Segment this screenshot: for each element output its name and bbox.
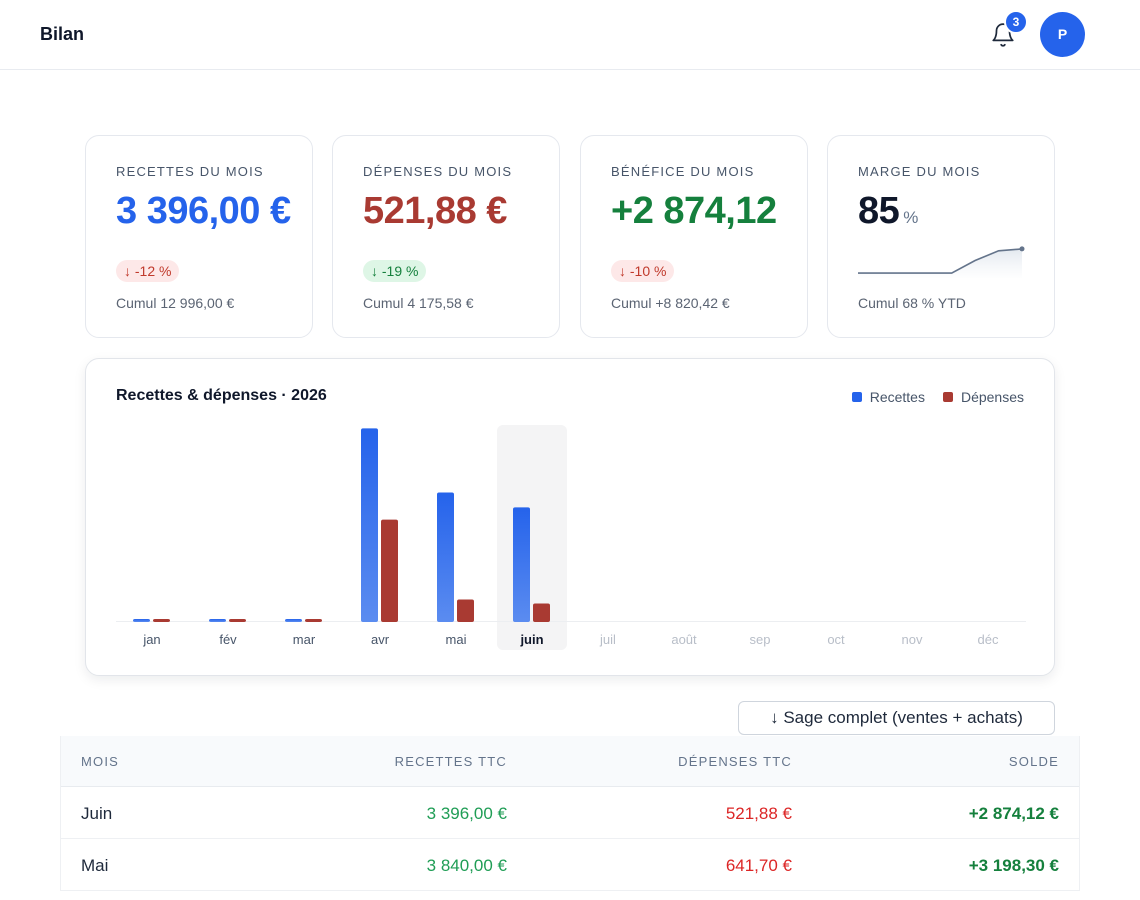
table-row[interactable]: Juin 3 396,00 € 521,88 € +2 874,12 € [61, 787, 1079, 839]
kpi-footer: Cumul +8 820,42 € [611, 295, 730, 311]
x-tick-label: sep [750, 632, 771, 647]
x-tick-label: fév [219, 632, 237, 647]
cell-depenses: 641,70 € [725, 856, 792, 875]
column-header-recettes: RECETTES TTC [394, 754, 507, 769]
kpi-trend-badge: ↓ -19 % [363, 260, 427, 282]
sparkline-area [858, 248, 1022, 278]
table-header: MOIS RECETTES TTC DÉPENSES TTC SOLDE [61, 736, 1079, 787]
chart-legend: Recettes Dépenses [851, 389, 1024, 405]
x-tick-label: oct [827, 632, 845, 647]
kpi-card-benefice: BÉNÉFICE DU MOIS +2 874,12 ↓ -10 % Cumul… [580, 135, 808, 338]
legend-label: Dépenses [960, 389, 1024, 405]
x-tick-label: mar [293, 632, 316, 647]
bar-recettes-mar [285, 618, 302, 622]
bar-depenses-mai [457, 599, 474, 622]
chart-title: Recettes & dépenses · 2026 [116, 387, 327, 404]
bar-depenses-juin [533, 603, 550, 622]
cell-month: Mai [81, 856, 109, 875]
kpi-value: +2 874,12 [611, 190, 777, 232]
x-tick-label: nov [902, 632, 923, 647]
sparkline-endpoint [1019, 246, 1025, 252]
cell-recettes: 3 840,00 € [426, 856, 507, 875]
kpi-value: 521,88 € [363, 190, 507, 232]
cell-depenses: 521,88 € [725, 804, 792, 823]
kpi-label: RECETTES DU MOIS [116, 164, 264, 179]
bar-recettes-juin [513, 507, 530, 622]
margin-sparkline [858, 246, 1025, 278]
x-tick-label: jan [142, 632, 160, 647]
bar-chart: jan fév mar avr mai juin juil août sep oct nov déc [116, 425, 1026, 650]
kpi-label: BÉNÉFICE DU MOIS [611, 164, 755, 179]
x-tick-label: août [671, 632, 697, 647]
kpi-footer: Cumul 4 175,58 € [363, 295, 474, 311]
kpi-footer: Cumul 68 % YTD [858, 295, 966, 311]
arrow-down-icon: ↓ [124, 263, 131, 279]
kpi-value: 85% [858, 190, 919, 232]
x-tick-label: juil [599, 632, 616, 647]
column-header-solde: SOLDE [1008, 754, 1059, 769]
kpi-card-recettes: RECETTES DU MOIS 3 396,00 € ↓ -12 % Cumu… [85, 135, 313, 338]
kpi-value: 3 396,00 € [116, 190, 291, 232]
top-bar: Bilan 3 P [0, 0, 1140, 70]
legend-swatch [942, 392, 953, 402]
bar-recettes-jan [133, 618, 150, 622]
page-title: Bilan [40, 24, 85, 44]
kpi-card-marge: MARGE DU MOIS 85% Cumul 68 % YTD [827, 135, 1055, 338]
export-sage-button[interactable]: ↓ Sage complet (ventes + achats) [738, 701, 1055, 735]
kpi-unit: % [903, 208, 919, 227]
bar-depenses-avr [381, 519, 398, 622]
bar-recettes-fév [209, 618, 226, 622]
cell-solde: +3 198,30 € [968, 856, 1059, 875]
user-avatar[interactable]: P [1040, 12, 1085, 57]
legend-item-recettes: Recettes [851, 389, 925, 405]
column-header-mois: MOIS [81, 754, 120, 769]
x-tick-label: déc [978, 632, 999, 647]
x-tick-label: avr [371, 632, 390, 647]
cell-month: Juin [81, 804, 113, 823]
kpi-trend-badge: ↓ -12 % [116, 260, 180, 282]
kpi-label: MARGE DU MOIS [858, 164, 981, 179]
table-row[interactable]: Mai 3 840,00 € 641,70 € +3 198,30 € [61, 839, 1079, 891]
monthly-table: MOIS RECETTES TTC DÉPENSES TTC SOLDE Jui… [60, 736, 1080, 891]
cell-recettes: 3 396,00 € [426, 804, 507, 823]
cell-solde: +2 874,12 € [968, 804, 1059, 823]
legend-item-depenses: Dépenses [942, 389, 1024, 405]
bar-depenses-mar [305, 618, 322, 622]
kpi-label: DÉPENSES DU MOIS [363, 164, 513, 179]
arrow-down-icon: ↓ [619, 263, 626, 279]
kpi-footer: Cumul 12 996,00 € [116, 295, 235, 311]
x-tick-label: mai [446, 632, 467, 647]
notification-count-badge: 3 [1004, 10, 1028, 34]
kpi-card-depenses: DÉPENSES DU MOIS 521,88 € ↓ -19 % Cumul … [332, 135, 560, 338]
legend-swatch [851, 392, 862, 402]
bar-recettes-mai [437, 492, 454, 622]
arrow-down-icon: ↓ [371, 263, 378, 279]
bar-depenses-fév [229, 618, 246, 622]
kpi-trend-badge: ↓ -10 % [611, 260, 675, 282]
highlight-band [497, 425, 567, 650]
x-tick-label: juin [519, 632, 543, 647]
bar-recettes-avr [361, 428, 378, 622]
column-header-depenses: DÉPENSES TTC [678, 754, 792, 769]
legend-label: Recettes [869, 389, 925, 405]
chart-card: jan fév mar avr mai juin juil août sep oct nov déc … [85, 358, 1055, 676]
bar-depenses-jan [153, 618, 170, 622]
sparkline-line [858, 248, 1023, 274]
